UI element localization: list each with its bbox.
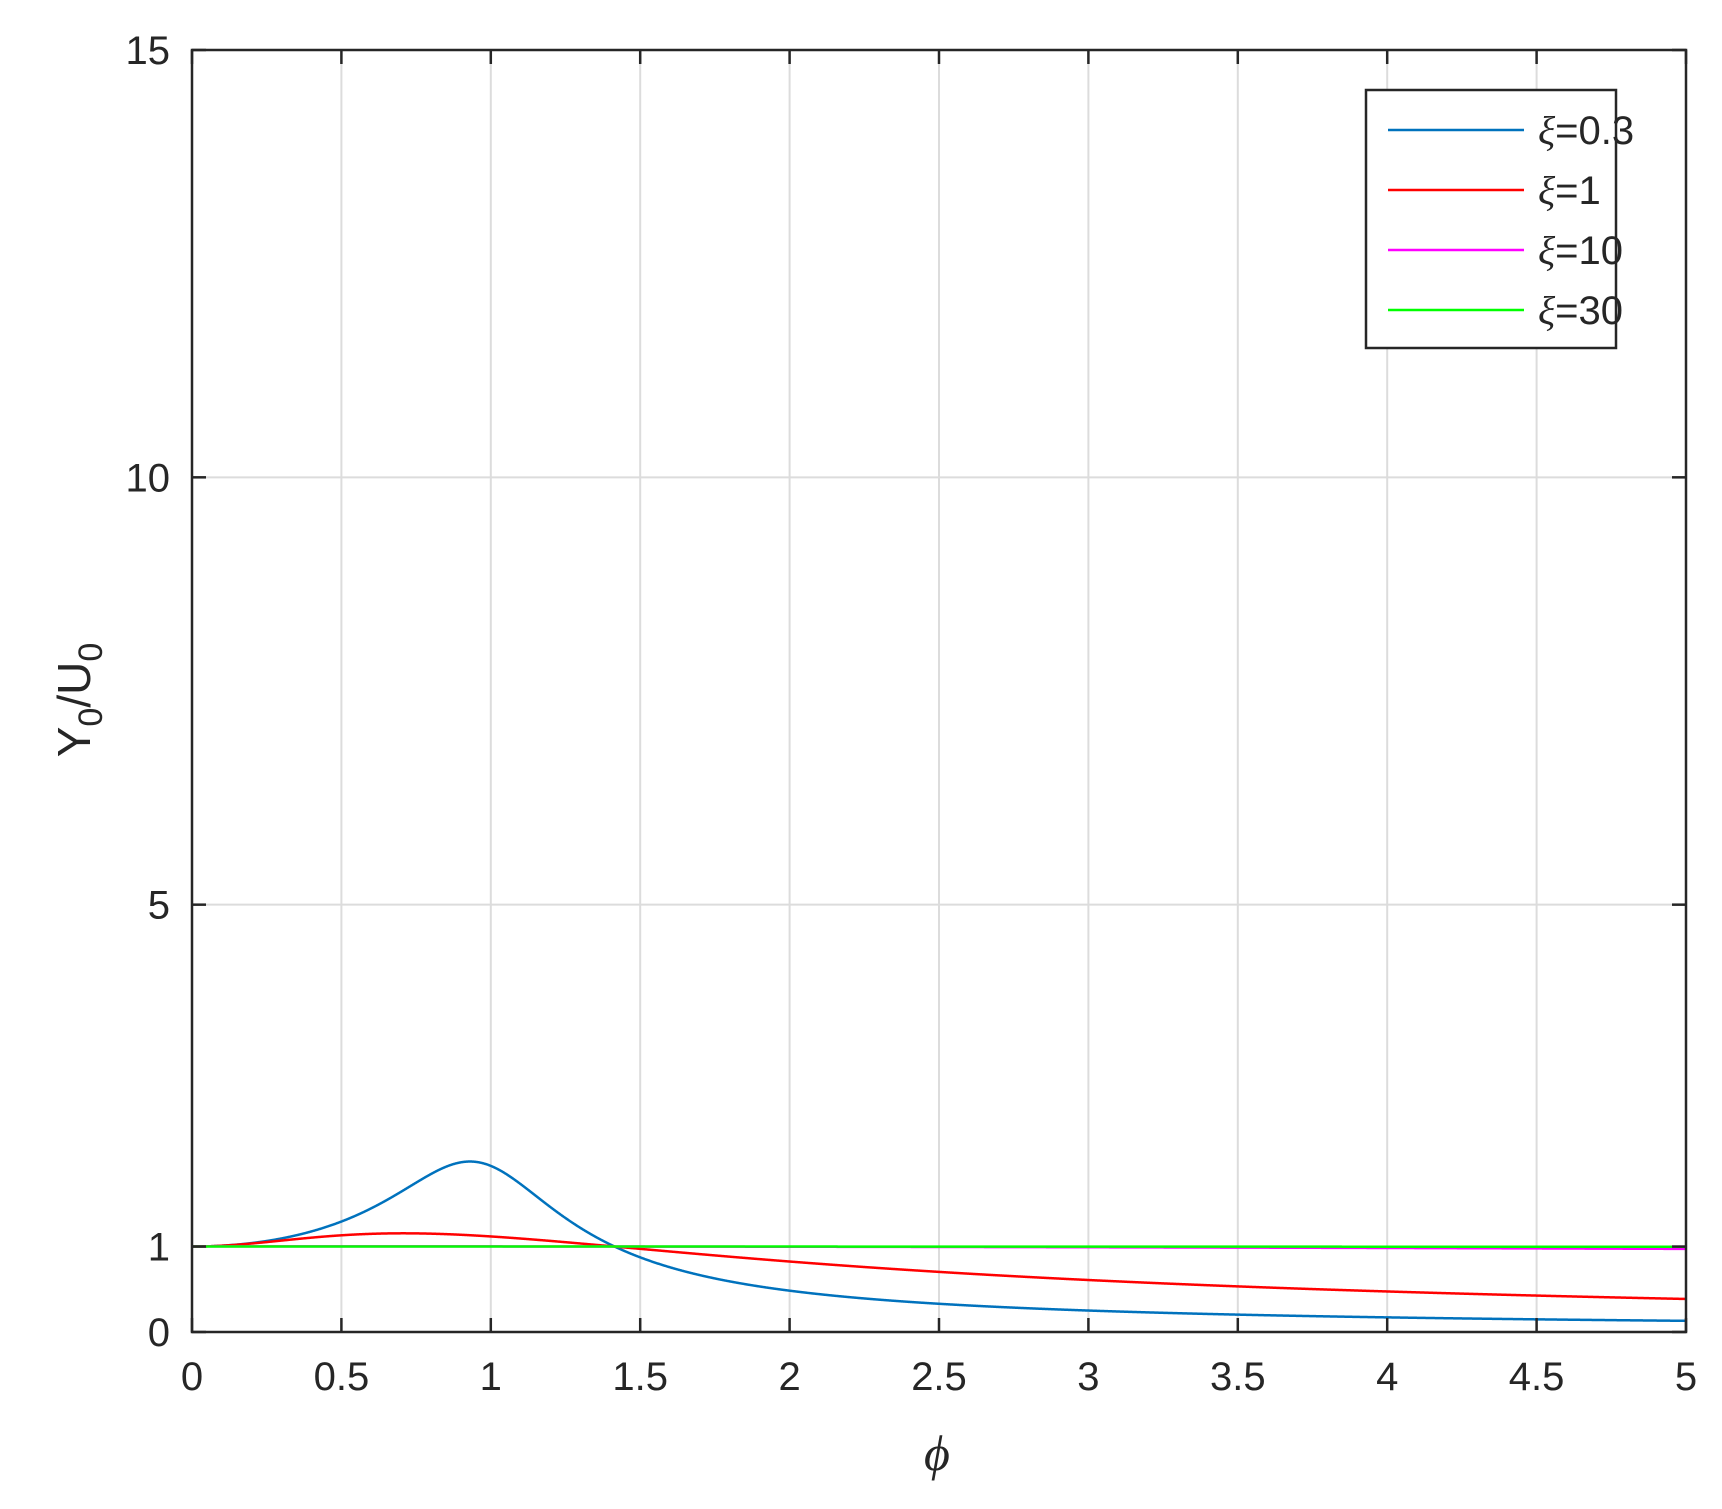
legend: ξ=0.3ξ=1ξ=10ξ=30 [1364,88,1634,350]
legend-label-0-3: ξ=0.3 [1538,108,1634,153]
y-axis-label: Y0/U0 [48,643,110,758]
y-tick-label: 5 [148,884,170,928]
x-tick-label: 3.5 [1210,1355,1266,1399]
y-axis-label-y-sub: 0 [72,708,110,727]
x-tick-label: 0 [181,1355,203,1399]
y-axis-label-y: Y [48,727,100,758]
y-tick-label: 15 [126,29,171,73]
x-tick-label: 5 [1675,1355,1697,1399]
y-axis-label-u-sub: 0 [72,643,110,662]
x-tick-label: 2.5 [911,1355,967,1399]
legend-box [1364,88,1618,350]
legend-symbol: ξ [1538,108,1556,153]
y-tick-label: 1 [148,1226,170,1270]
x-tick-label: 4.5 [1509,1355,1565,1399]
x-tick-label: 1 [480,1355,502,1399]
x-tick-label: 3 [1077,1355,1099,1399]
x-axis-label: ϕ [924,1425,950,1481]
series-line-0-3 [191,1160,1687,1323]
legend-value: =1 [1555,169,1601,213]
x-tick-label: 4 [1376,1355,1398,1399]
x-tick-label: 0.5 [314,1355,370,1399]
axis-ticks [190,48,1688,1334]
x-tick-label: 1.5 [612,1355,668,1399]
legend-symbol: ξ [1538,168,1556,213]
y-tick-label: 10 [126,456,171,500]
x-tick-label: 2 [778,1355,800,1399]
legend-value: =0.3 [1555,109,1634,153]
legend-symbol: ξ [1538,228,1556,273]
series-line-1 [191,1232,1687,1301]
legend-symbol: ξ [1538,288,1556,333]
legend-value: =30 [1555,289,1623,333]
y-axis-label-slash: / [48,695,100,708]
legend-value: =10 [1555,229,1623,273]
y-axis-label-u: U [48,662,100,695]
legend-label-1: ξ=1 [1538,168,1601,213]
series-lines [191,1160,1687,1323]
legend-label-30: ξ=30 [1538,288,1623,333]
legend-label-10: ξ=10 [1538,228,1623,273]
y-tick-label: 0 [148,1311,170,1355]
